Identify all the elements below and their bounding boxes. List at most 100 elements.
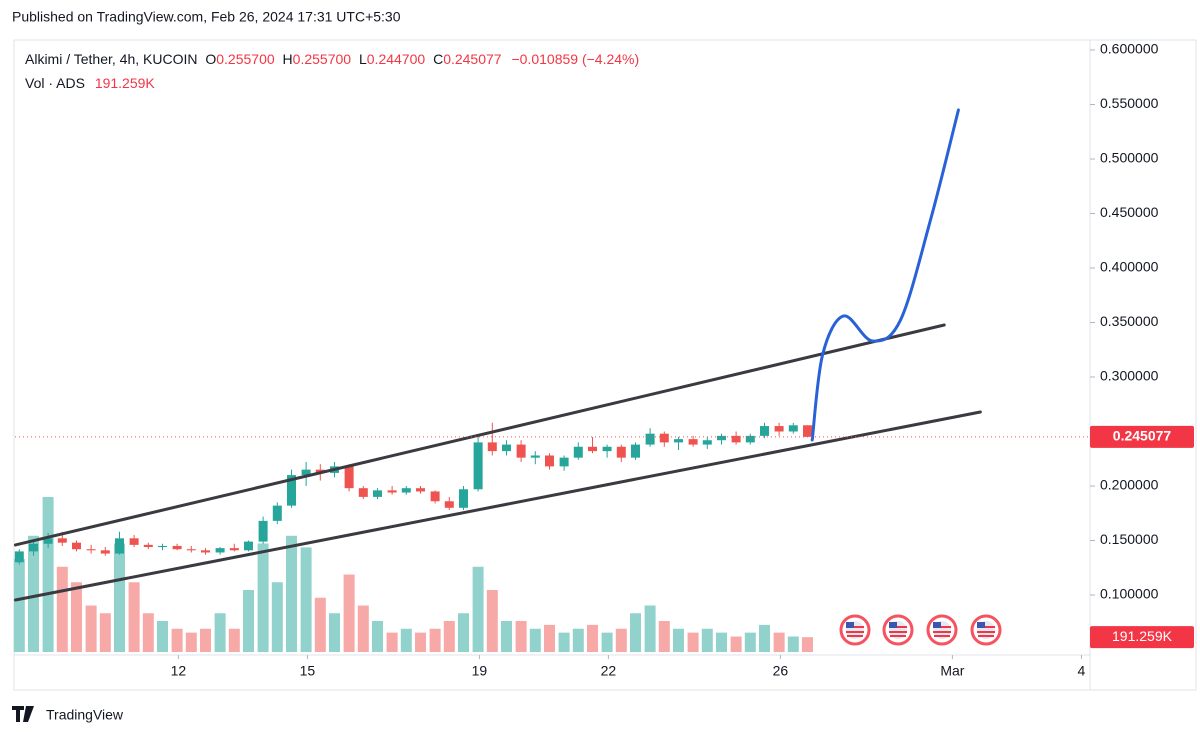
last-volume-label: 191.259K [1112, 628, 1173, 644]
candle-body [172, 545, 182, 550]
candle-body [759, 426, 769, 436]
candle-body [258, 520, 268, 542]
candle-body [229, 548, 239, 551]
candle-body [387, 490, 397, 493]
trend-line [13, 410, 982, 602]
volume-bar [285, 535, 297, 652]
candle-body [200, 550, 210, 553]
volume-bar [701, 628, 713, 652]
flag[interactable] [970, 614, 1002, 646]
volume-bar [801, 637, 813, 652]
l-label: L [359, 51, 367, 67]
volume-bar [156, 621, 168, 652]
candle-body [301, 469, 311, 476]
candle-body [430, 491, 440, 502]
candle-body [215, 548, 225, 553]
volume-bar [400, 628, 412, 652]
open: 0.255700 [216, 51, 275, 67]
volume-bar [414, 632, 426, 652]
symbol-legend: Alkimi / Tether, 4h, KUCOIN O0.255700 H0… [25, 51, 639, 67]
chart-frame [13, 39, 1197, 691]
candle-body [100, 550, 110, 554]
candle-body [401, 488, 411, 493]
volume-bar [500, 621, 512, 652]
candle-body [372, 490, 382, 497]
projection-curve [810, 108, 960, 442]
candle-body [43, 538, 53, 544]
volume-bar [142, 613, 154, 652]
y-tick-label: 0.600000 [1100, 41, 1159, 57]
flag[interactable] [839, 614, 871, 646]
volume-bar [572, 628, 584, 652]
candle-body [659, 433, 669, 443]
candle-body [358, 488, 368, 497]
volume-bar [558, 632, 570, 652]
candle-body [286, 475, 296, 506]
candle-body [444, 501, 454, 508]
candle-body [272, 505, 282, 521]
volume-bar [228, 628, 240, 652]
volume-bar [357, 605, 369, 652]
low: 0.244700 [367, 51, 426, 67]
volume-bar [386, 632, 398, 652]
symbol: Alkimi / Tether, 4h, KUCOIN [25, 51, 197, 67]
volume-bar [171, 628, 183, 652]
volume-bar [185, 632, 197, 652]
candle-body [157, 545, 167, 548]
candle-body [129, 538, 139, 545]
y-tick-label: 0.300000 [1100, 368, 1159, 384]
x-tick-label: 12 [171, 663, 187, 679]
volume-bar [314, 597, 326, 652]
o-label: O [205, 51, 216, 67]
candle-body [71, 542, 81, 550]
candle-body [186, 549, 196, 551]
candle-body [645, 433, 655, 445]
volume-bar [42, 497, 54, 652]
brand-name: TradingView [46, 707, 124, 723]
candle-body [802, 425, 812, 437]
volume-bar [128, 582, 140, 652]
published-note: Published on TradingView.com, Feb 26, 20… [12, 9, 401, 25]
x-tick-label: 22 [601, 663, 617, 679]
last-price-label: 0.245077 [1113, 428, 1172, 444]
volume-bar [300, 547, 312, 652]
volume-bar [271, 582, 283, 652]
candle-body [516, 444, 526, 458]
event-flags[interactable] [839, 614, 1002, 646]
candle-body [473, 442, 483, 490]
volume-bar [99, 613, 111, 652]
volume-bar [457, 613, 469, 652]
flag[interactable] [926, 614, 958, 646]
candle-body [673, 439, 683, 443]
volume-bar [730, 636, 742, 652]
y-tick-label: 0.550000 [1100, 95, 1159, 111]
y-tick-label: 0.200000 [1100, 477, 1159, 493]
volume-bar [629, 613, 641, 652]
y-tick-label: 0.100000 [1100, 586, 1159, 602]
candle-body [745, 435, 755, 443]
candle-body [774, 426, 784, 432]
volume-bar [715, 632, 727, 652]
volume-bars [13, 497, 813, 652]
volume-bar [687, 632, 699, 652]
volume-bar [113, 543, 125, 652]
brand-logo [12, 706, 34, 722]
candle-body [57, 538, 67, 543]
flag[interactable] [882, 614, 914, 646]
x-tick-label: 26 [773, 663, 789, 679]
candle-body [731, 435, 741, 443]
candle-body [702, 440, 712, 445]
volume-bar [515, 621, 527, 652]
vol-label: Vol · ADS [25, 75, 85, 91]
candle-body [28, 543, 38, 552]
volume-bar [70, 582, 82, 652]
volume-bar [199, 628, 211, 652]
volume-bar [214, 613, 226, 652]
volume-legend: Vol · ADS 191.259K [25, 75, 155, 91]
volume-bar [56, 566, 68, 652]
trend-line [13, 323, 946, 547]
candle-body [458, 489, 468, 508]
volume-bar [429, 628, 441, 652]
